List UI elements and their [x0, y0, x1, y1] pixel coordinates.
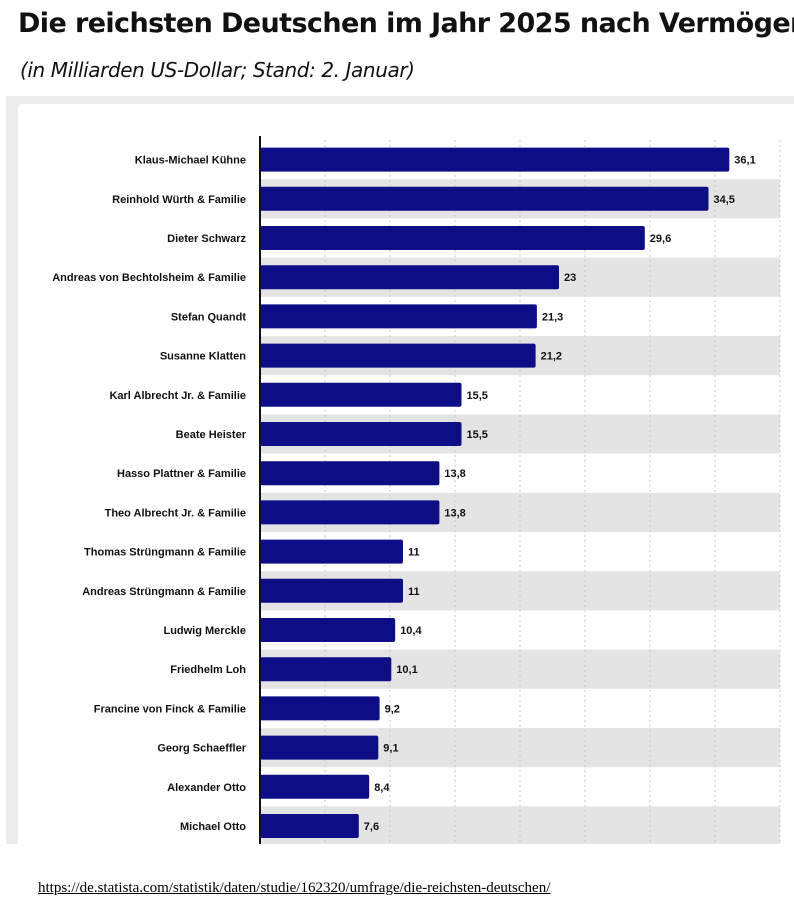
bar	[260, 578, 403, 603]
value-label: 11	[408, 547, 420, 559]
category-label: Hasso Plattner & Familie	[117, 468, 246, 480]
value-label: 13,8	[444, 507, 465, 519]
chart-title: Die reichsten Deutschen im Jahr 2025 nac…	[18, 8, 794, 39]
category-label: Francine von Finck & Familie	[94, 703, 246, 715]
bar	[260, 304, 537, 329]
category-label: Susanne Klatten	[160, 351, 246, 363]
category-label: Stefan Quandt	[171, 311, 247, 323]
bar	[260, 618, 396, 642]
bar	[260, 814, 359, 838]
category-label: Michael Otto	[180, 821, 246, 833]
bar	[260, 657, 392, 682]
bar	[260, 696, 380, 721]
bar	[260, 735, 379, 760]
value-label: 9,2	[385, 703, 400, 715]
value-label: 34,5	[714, 194, 735, 206]
bar-chart: Klaus-Michael Kühne 36,1 Reinhold Würth & …	[52, 136, 781, 844]
bar	[260, 422, 462, 446]
bar	[260, 382, 462, 407]
value-label: 21,2	[541, 351, 562, 363]
bar	[260, 774, 370, 799]
category-label: Karl Albrecht Jr. & Familie	[109, 390, 246, 402]
category-label: Thomas Strüngmann & Familie	[84, 547, 246, 559]
value-label: 9,1	[383, 743, 398, 755]
value-label: 15,5	[467, 390, 488, 402]
chart-subtitle: (in Milliarden US-Dollar; Stand: 2. Janu…	[20, 58, 415, 82]
bar	[260, 265, 559, 290]
chart-card: Klaus-Michael Kühne 36,1 Reinhold Würth & …	[18, 104, 794, 844]
value-label: 10,1	[396, 664, 417, 676]
value-label: 13,8	[444, 468, 465, 480]
value-label: 10,4	[400, 625, 422, 637]
value-label: 11	[408, 586, 420, 598]
value-label: 7,6	[364, 821, 379, 833]
value-label: 23	[564, 272, 576, 284]
bar	[260, 226, 645, 250]
category-label: Klaus-Michael Kühne	[135, 155, 246, 167]
category-label: Reinhold Würth & Familie	[112, 194, 246, 206]
top-strip	[0, 0, 794, 4]
value-label: 8,4	[374, 782, 390, 794]
category-label: Theo Albrecht Jr. & Familie	[105, 507, 246, 519]
bar	[260, 539, 403, 564]
value-label: 15,5	[467, 429, 488, 441]
value-label: 29,6	[650, 233, 671, 245]
category-label: Alexander Otto	[167, 782, 246, 794]
value-label: 21,3	[542, 311, 563, 323]
category-label: Beate Heister	[176, 429, 247, 441]
value-label: 36,1	[734, 155, 755, 167]
source-link[interactable]: https://de.statista.com/statistik/daten/…	[38, 880, 551, 896]
category-label: Friedhelm Loh	[170, 664, 246, 676]
category-label: Ludwig Merckle	[163, 625, 246, 637]
category-label: Georg Schaeffler	[157, 743, 246, 755]
category-label: Andreas Strüngmann & Familie	[82, 586, 246, 598]
bar	[260, 343, 536, 368]
category-label: Dieter Schwarz	[167, 233, 246, 245]
bar	[260, 186, 709, 211]
bar	[260, 461, 440, 486]
bar	[260, 500, 440, 525]
category-label: Andreas von Bechtolsheim & Familie	[52, 272, 246, 284]
bar	[260, 147, 730, 172]
